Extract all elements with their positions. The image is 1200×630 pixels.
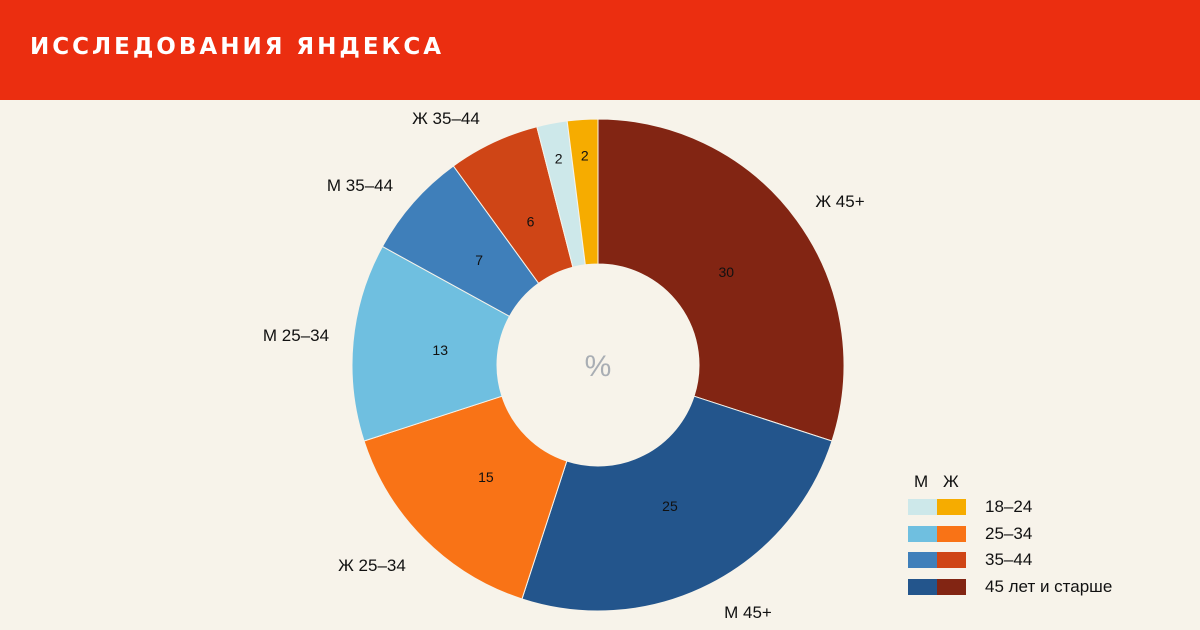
- legend-label: 25–34: [985, 523, 1033, 543]
- slice-ж-45-: [597, 118, 845, 442]
- legend-header-male: М: [914, 472, 929, 491]
- slice-value-label: 6: [527, 214, 535, 230]
- legend-label: 45 лет и старше: [985, 576, 1113, 596]
- legend-swatch-male-25-34: [908, 525, 937, 542]
- center-percent-label: %: [585, 350, 612, 383]
- slice-value-label: 2: [581, 147, 589, 163]
- slice-value-label: 13: [432, 342, 448, 358]
- slice-value-label: 15: [478, 469, 494, 485]
- slice-category-label: Ж 45+: [815, 192, 864, 211]
- legend-swatch-female-18-24: [937, 499, 966, 515]
- slice-value-label: 30: [718, 264, 734, 280]
- legend-label: 35–44: [985, 550, 1033, 569]
- slice-category-label: М 25–34: [263, 326, 329, 345]
- slice-value-label: 2: [555, 151, 563, 167]
- legend-swatch-male-18-24: [908, 499, 937, 515]
- legend-swatch-female-45-plus: [937, 578, 966, 595]
- slice-м-45-: [521, 395, 833, 612]
- slice-category-label: Ж 35–44: [412, 109, 480, 128]
- legend-header-female: Ж: [943, 472, 959, 491]
- legend-swatch-male-45-plus: [908, 578, 937, 595]
- legend-label: 18–24: [985, 497, 1033, 516]
- header-banner: ИССЛЕДОВАНИЯ ЯНДЕКСА: [0, 0, 1200, 100]
- slice-category-label: М 35–44: [327, 176, 393, 195]
- legend-swatch-female-25-34: [937, 525, 966, 542]
- legend-swatch-male-35-44: [908, 552, 937, 568]
- slice-value-label: 25: [662, 498, 678, 514]
- slice-value-label: 7: [475, 252, 483, 268]
- legend-swatch-female-35-44: [937, 552, 966, 568]
- slice-small-7: [566, 118, 599, 266]
- slice-category-label: М 45+: [724, 603, 772, 622]
- page-title: ИССЛЕДОВАНИЯ ЯНДЕКСА: [30, 34, 445, 60]
- slice-ж-25-34: [363, 395, 568, 600]
- slice-category-label: Ж 25–34: [338, 556, 406, 575]
